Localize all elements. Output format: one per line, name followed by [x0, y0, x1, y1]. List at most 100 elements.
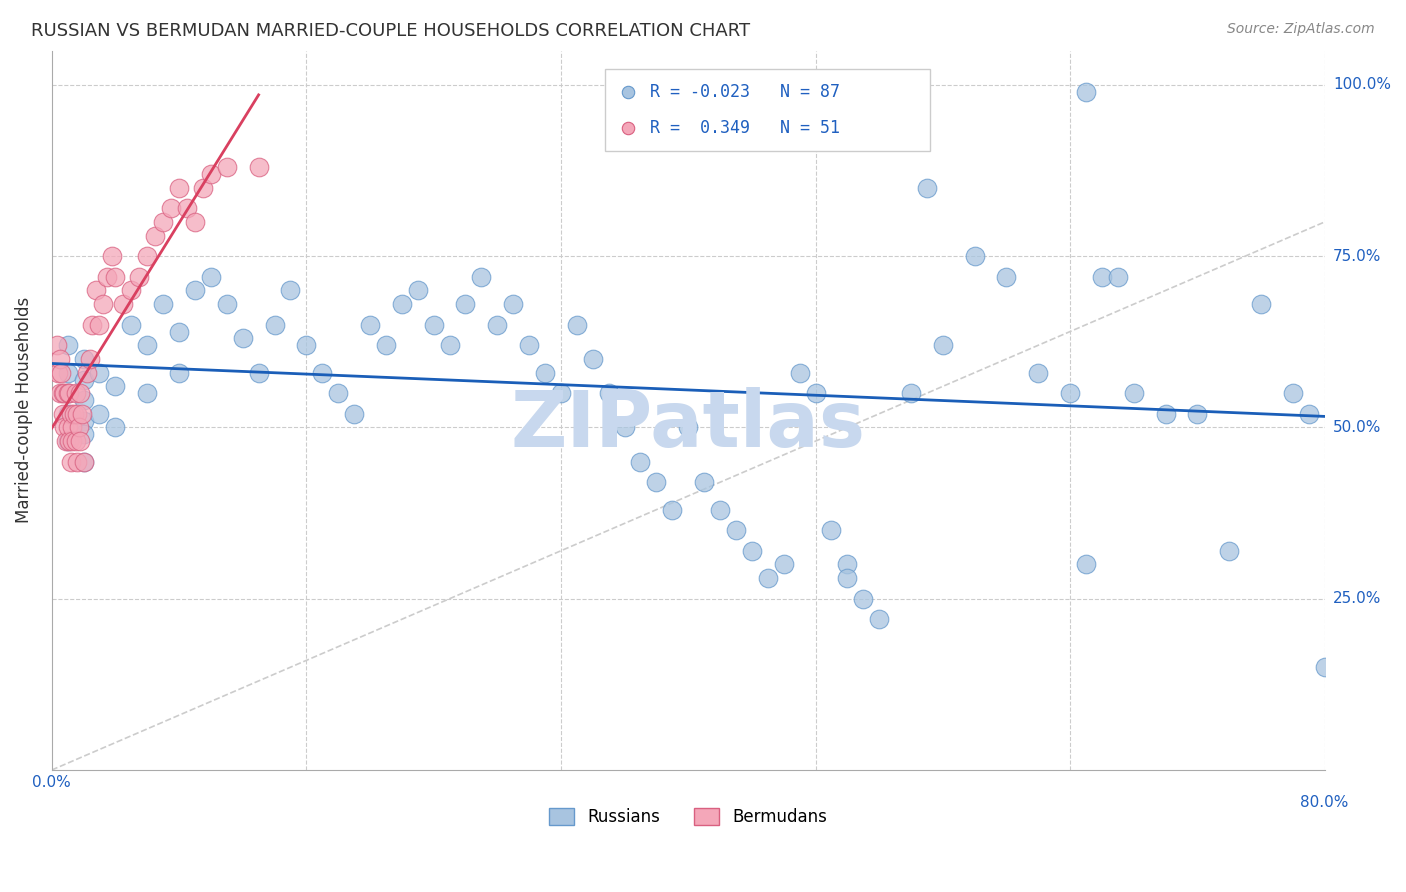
- Point: [1059, 386, 1081, 401]
- Point: [374, 338, 396, 352]
- Point: [486, 318, 509, 332]
- Point: [53, 386, 76, 401]
- Point: [56, 386, 79, 401]
- Point: [65, 386, 87, 401]
- Point: [46, 366, 69, 380]
- Point: [1074, 558, 1097, 572]
- Point: [143, 228, 166, 243]
- Point: [66, 455, 89, 469]
- Point: [852, 591, 875, 606]
- Point: [1107, 269, 1129, 284]
- Point: [789, 366, 811, 380]
- Point: [328, 386, 350, 401]
- Point: [96, 269, 118, 284]
- Point: [820, 523, 842, 537]
- Y-axis label: Married-couple Households: Married-couple Households: [15, 297, 32, 524]
- Point: [517, 338, 540, 352]
- Point: [70, 407, 93, 421]
- Point: [56, 366, 79, 380]
- Point: [247, 160, 270, 174]
- Point: [72, 393, 94, 408]
- Point: [741, 543, 763, 558]
- Point: [56, 338, 79, 352]
- Point: [136, 338, 159, 352]
- Text: RUSSIAN VS BERMUDAN MARRIED-COUPLE HOUSEHOLDS CORRELATION CHART: RUSSIAN VS BERMUDAN MARRIED-COUPLE HOUSE…: [31, 22, 749, 40]
- Point: [72, 414, 94, 428]
- Point: [101, 249, 124, 263]
- Text: R =  0.349   N = 51: R = 0.349 N = 51: [650, 119, 839, 136]
- Point: [65, 434, 87, 449]
- Text: 100.0%: 100.0%: [1333, 78, 1391, 93]
- Point: [136, 249, 159, 263]
- Point: [52, 386, 75, 401]
- Point: [152, 297, 174, 311]
- Point: [80, 318, 103, 332]
- Point: [900, 386, 922, 401]
- Point: [51, 366, 73, 380]
- Point: [104, 420, 127, 434]
- Point: [215, 160, 238, 174]
- Point: [756, 571, 779, 585]
- Point: [58, 386, 80, 401]
- Point: [534, 366, 557, 380]
- Point: [48, 386, 70, 401]
- Point: [120, 284, 142, 298]
- Point: [932, 338, 955, 352]
- FancyBboxPatch shape: [606, 69, 929, 152]
- Point: [184, 215, 207, 229]
- Point: [104, 379, 127, 393]
- Text: ZIPatlas: ZIPatlas: [510, 387, 866, 463]
- Point: [343, 407, 366, 421]
- Point: [582, 351, 605, 366]
- Point: [550, 386, 572, 401]
- Point: [56, 407, 79, 421]
- Point: [1122, 386, 1144, 401]
- Point: [995, 269, 1018, 284]
- Point: [84, 284, 107, 298]
- Point: [112, 297, 135, 311]
- Point: [200, 269, 222, 284]
- Point: [1298, 407, 1320, 421]
- Point: [62, 420, 84, 434]
- Point: [676, 420, 699, 434]
- Point: [1026, 366, 1049, 380]
- Point: [1154, 407, 1177, 421]
- Point: [56, 386, 79, 401]
- Point: [295, 338, 318, 352]
- Point: [630, 455, 652, 469]
- Point: [837, 85, 859, 99]
- Point: [62, 434, 84, 449]
- Text: R = -0.023   N = 87: R = -0.023 N = 87: [650, 83, 839, 101]
- Point: [761, 151, 783, 165]
- Point: [67, 420, 90, 434]
- Point: [55, 434, 77, 449]
- Point: [120, 318, 142, 332]
- Point: [89, 366, 111, 380]
- Point: [439, 338, 461, 352]
- Point: [724, 523, 747, 537]
- Point: [280, 284, 302, 298]
- Point: [72, 351, 94, 366]
- Text: Source: ZipAtlas.com: Source: ZipAtlas.com: [1227, 22, 1375, 37]
- Point: [247, 366, 270, 380]
- Point: [263, 318, 285, 332]
- Point: [565, 318, 588, 332]
- Point: [45, 338, 67, 352]
- Point: [215, 297, 238, 311]
- Point: [69, 434, 91, 449]
- Point: [63, 407, 86, 421]
- Point: [48, 351, 70, 366]
- Point: [502, 297, 524, 311]
- Point: [693, 475, 716, 490]
- Point: [1313, 660, 1336, 674]
- Point: [772, 558, 794, 572]
- Text: 50.0%: 50.0%: [1333, 420, 1381, 435]
- Point: [837, 85, 859, 99]
- Point: [761, 117, 783, 131]
- Point: [454, 297, 477, 311]
- Point: [915, 180, 938, 194]
- Point: [167, 180, 190, 194]
- Point: [58, 434, 80, 449]
- Point: [176, 201, 198, 215]
- Point: [709, 502, 731, 516]
